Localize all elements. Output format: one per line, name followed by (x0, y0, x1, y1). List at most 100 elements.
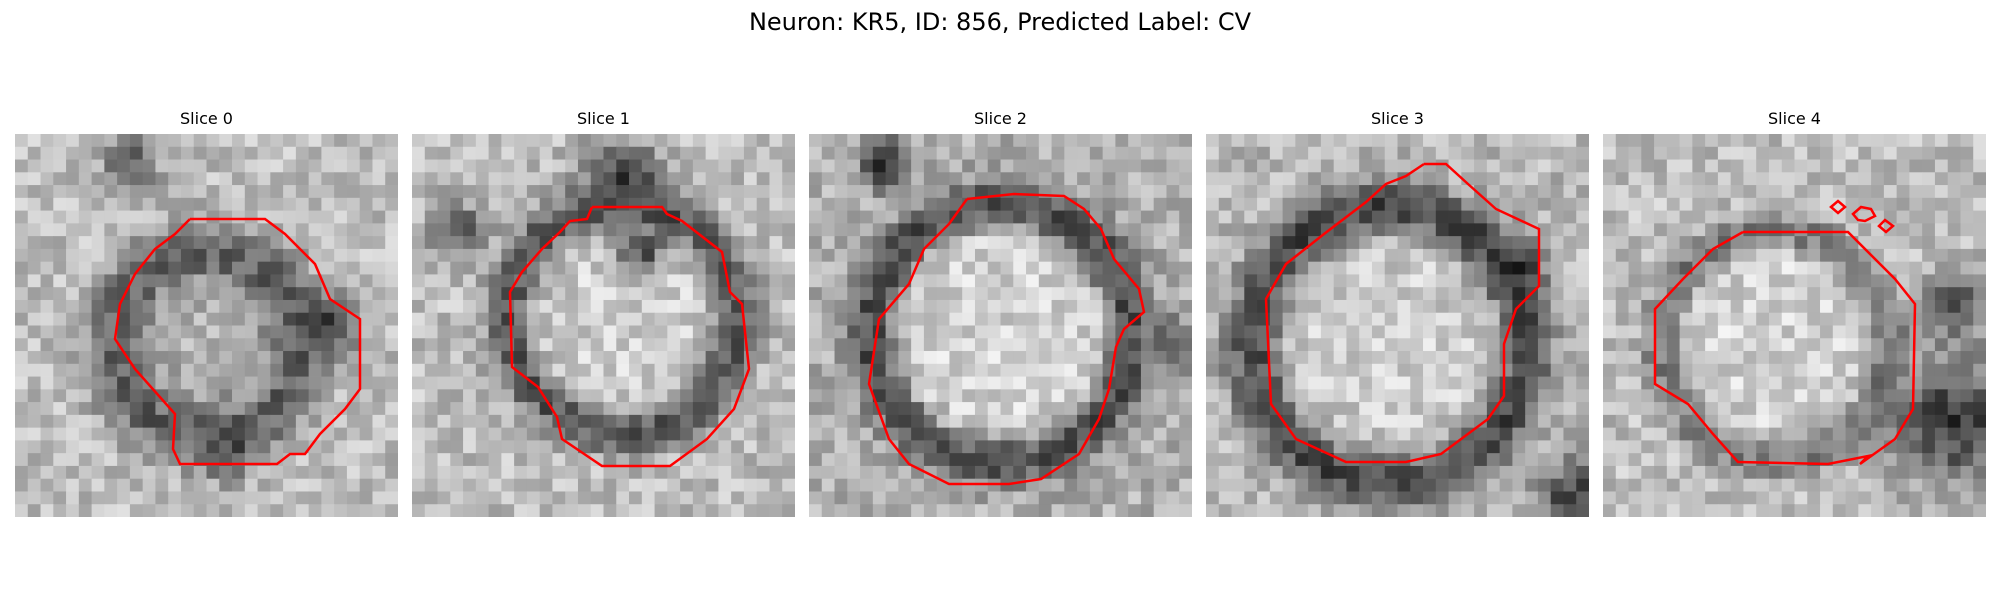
pixel (718, 185, 732, 199)
pixel (1461, 197, 1475, 211)
pixel (782, 325, 795, 339)
pixel (1628, 427, 1642, 441)
pixel (1013, 453, 1027, 467)
pixel (1486, 172, 1501, 186)
pixel (168, 172, 182, 186)
pixel (847, 236, 861, 250)
pixel (1026, 453, 1040, 467)
pixel (1051, 134, 1065, 148)
pixel (731, 465, 745, 480)
pixel (168, 440, 182, 454)
pixel (821, 338, 835, 352)
pixel (1807, 389, 1821, 403)
pixel (1397, 414, 1411, 429)
pixel (1115, 287, 1129, 301)
pixel (743, 465, 758, 480)
pixel (769, 453, 783, 467)
pixel (488, 223, 502, 237)
pixel (1282, 134, 1296, 148)
pixel (1038, 389, 1052, 403)
pixel (1960, 210, 1974, 224)
small-contour (1829, 199, 1847, 215)
pixel (974, 338, 989, 352)
pixel (1000, 338, 1014, 352)
pixel (180, 146, 195, 160)
pixel (936, 159, 950, 173)
pixel (1064, 223, 1078, 237)
pixel (424, 197, 438, 211)
pixel (821, 134, 835, 148)
pixel (847, 414, 861, 429)
pixel (1051, 146, 1065, 160)
pixel (1486, 338, 1501, 352)
pixel (539, 197, 553, 211)
pixel (1960, 236, 1974, 250)
pixel (168, 287, 182, 301)
pixel (1359, 287, 1373, 301)
pixel (923, 338, 938, 352)
pixel (308, 210, 322, 224)
pixel (1384, 287, 1398, 301)
pixel (1269, 299, 1283, 314)
pixel (641, 504, 655, 517)
pixel (1474, 491, 1488, 505)
pixel (257, 427, 271, 441)
pixel (1743, 248, 1757, 263)
pixel (104, 172, 118, 186)
pixel (372, 363, 386, 377)
pixel (1153, 146, 1167, 160)
pixel (1282, 376, 1296, 390)
pixel (834, 134, 848, 148)
pixel (295, 402, 310, 416)
pixel (1038, 491, 1052, 505)
pixel (244, 261, 258, 275)
pixel (718, 134, 732, 148)
pixel (1794, 312, 1808, 326)
pixel (321, 363, 335, 377)
pixel (1140, 274, 1155, 288)
pixel (412, 146, 426, 160)
pixel (1474, 197, 1488, 211)
pixel (1333, 299, 1347, 314)
pixel (1781, 248, 1795, 263)
pixel (27, 402, 41, 416)
pixel (692, 248, 707, 263)
pixel (1717, 185, 1732, 199)
pixel (334, 185, 348, 199)
pixel (1000, 146, 1014, 160)
pixel (1973, 172, 1986, 186)
pixel (450, 236, 464, 250)
pixel (949, 351, 963, 365)
pixel (885, 440, 899, 454)
pixel (1576, 351, 1589, 365)
pixel (180, 248, 195, 263)
pixel (424, 261, 438, 275)
pixel (1922, 363, 1936, 377)
pixel (385, 134, 398, 148)
pixel (936, 274, 950, 288)
pixel (1845, 248, 1859, 263)
pixel (1705, 402, 1719, 416)
pixel (705, 197, 719, 211)
pixel (1934, 185, 1949, 199)
pixel (629, 465, 643, 480)
pixel (1128, 159, 1142, 173)
pixel (244, 146, 258, 160)
pixel (1499, 402, 1513, 416)
pixel (1576, 299, 1589, 314)
pixel (1666, 248, 1680, 263)
pixel (821, 261, 835, 275)
pixel (680, 261, 694, 275)
pixel (1550, 491, 1564, 505)
pixel (1038, 197, 1052, 211)
small-contour (1877, 218, 1895, 234)
pixel (1603, 402, 1617, 416)
pixel (654, 427, 668, 441)
pixel (1563, 402, 1577, 416)
pixel (641, 236, 655, 250)
pixel (463, 159, 477, 173)
pixel (1115, 351, 1129, 365)
pixel (1013, 159, 1027, 173)
pixel (667, 134, 681, 148)
pixel (1730, 312, 1744, 326)
